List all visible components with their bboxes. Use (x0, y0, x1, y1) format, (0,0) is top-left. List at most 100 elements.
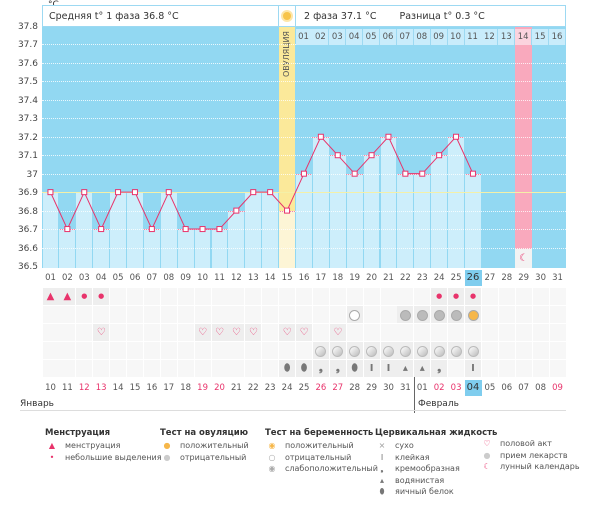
calendar-cell[interactable] (549, 360, 566, 377)
temperature-point[interactable] (284, 207, 291, 214)
calendar-cell[interactable] (346, 288, 363, 305)
date-label[interactable]: 02 (433, 383, 445, 393)
calendar-cell[interactable] (110, 360, 127, 377)
calendar-cell[interactable] (127, 342, 143, 359)
calendar-cell[interactable] (312, 306, 329, 323)
calendar-cell[interactable] (498, 324, 515, 341)
pill-icon[interactable] (346, 342, 363, 359)
calendar-cell[interactable] (312, 288, 329, 305)
calendar-cell[interactable] (498, 360, 515, 377)
temperature-point[interactable] (81, 189, 88, 196)
calendar-cell[interactable] (296, 342, 312, 359)
temperature-point[interactable] (148, 226, 155, 233)
cycle-day-label[interactable]: 01 (45, 273, 56, 283)
calendar-cell[interactable] (160, 306, 177, 323)
calendar-cell[interactable] (110, 342, 127, 359)
calendar-cell[interactable] (363, 288, 380, 305)
calendar-cell[interactable] (245, 342, 262, 359)
egg-white-icon[interactable]: ⬮ (346, 360, 363, 377)
egg-white-icon[interactable]: ⬮ (279, 360, 296, 377)
temperature-point[interactable] (385, 133, 392, 140)
cycle-day-label[interactable]: 25 (450, 273, 462, 283)
date-label[interactable]: 07 (518, 383, 530, 393)
date-label[interactable]: 12 (78, 383, 90, 393)
temperature-point[interactable] (267, 189, 274, 196)
calendar-cell[interactable] (329, 288, 346, 305)
calendar-cell[interactable] (380, 324, 397, 341)
calendar-cell[interactable] (228, 306, 245, 323)
calendar-cell[interactable] (346, 324, 363, 341)
calendar-cell[interactable] (110, 288, 127, 305)
calendar-cell[interactable] (160, 324, 177, 341)
date-label[interactable]: 19 (197, 383, 208, 393)
temperature-point[interactable] (47, 189, 54, 196)
cycle-day-label[interactable]: 16 (298, 273, 310, 283)
calendar-cell[interactable] (465, 324, 481, 341)
pregnancy-weak-icon[interactable] (414, 306, 431, 323)
date-label[interactable]: 22 (247, 383, 259, 393)
calendar-cell[interactable] (93, 360, 110, 377)
heart-icon[interactable]: ♡ (211, 324, 228, 341)
calendar-cell[interactable] (228, 360, 245, 377)
heart-icon[interactable]: ♡ (296, 324, 312, 341)
date-label[interactable]: 24 (281, 383, 293, 393)
calendar-cell[interactable] (380, 306, 397, 323)
creamy-icon[interactable]: ❟ (431, 360, 448, 377)
cycle-day-label[interactable]: 19 (349, 273, 361, 283)
calendar-cell[interactable] (532, 342, 549, 359)
cycle-day-label[interactable]: 15 (281, 273, 293, 283)
pill-icon[interactable] (397, 342, 414, 359)
temperature-point[interactable] (250, 189, 257, 196)
cycle-day-label[interactable]: 18 (332, 273, 344, 283)
calendar-cell[interactable] (42, 324, 59, 341)
calendar-cell[interactable] (59, 324, 76, 341)
calendar-cell[interactable] (143, 342, 160, 359)
date-label[interactable]: 30 (383, 383, 394, 393)
calendar-cell[interactable] (481, 342, 498, 359)
pregnancy-weak-icon[interactable] (431, 306, 448, 323)
temperature-point[interactable] (300, 170, 307, 177)
calendar-cell[interactable] (110, 306, 127, 323)
cycle-day-label[interactable]: 23 (416, 273, 428, 283)
calendar-cell[interactable] (481, 288, 498, 305)
date-label[interactable]: 28 (349, 383, 361, 393)
date-label[interactable]: 17 (163, 383, 175, 393)
pill-icon[interactable] (431, 342, 448, 359)
calendar-cell[interactable] (532, 306, 549, 323)
calendar-cell[interactable] (59, 360, 76, 377)
calendar-cell[interactable] (110, 324, 127, 341)
calendar-cell[interactable] (363, 306, 380, 323)
calendar-cell[interactable] (93, 342, 110, 359)
pill-icon[interactable] (414, 342, 431, 359)
calendar-cell[interactable] (143, 360, 160, 377)
date-label[interactable]: 03 (450, 383, 462, 393)
calendar-cell[interactable] (42, 360, 59, 377)
calendar-cell[interactable] (177, 306, 194, 323)
calendar-cell[interactable] (279, 288, 296, 305)
temperature-point[interactable] (334, 152, 341, 159)
temperature-point[interactable] (436, 152, 443, 159)
calendar-cell[interactable] (245, 306, 262, 323)
calendar-cell[interactable] (127, 324, 143, 341)
date-label[interactable]: 29 (366, 383, 377, 393)
calendar-cell[interactable] (76, 324, 93, 341)
calendar-cell[interactable] (279, 342, 296, 359)
temperature-point[interactable] (469, 170, 476, 177)
temperature-point[interactable] (165, 189, 172, 196)
calendar-cell[interactable] (279, 306, 296, 323)
calendar-cell[interactable] (143, 306, 160, 323)
cycle-day-label[interactable]: 13 (247, 273, 259, 283)
calendar-cell[interactable] (262, 342, 279, 359)
cycle-day-label[interactable]: 29 (518, 273, 530, 283)
spotting-icon[interactable]: ● (465, 288, 481, 305)
calendar-cell[interactable] (42, 342, 59, 359)
pregnancy-negative-icon[interactable] (346, 306, 363, 323)
calendar-cell[interactable] (93, 306, 110, 323)
calendar-cell[interactable] (211, 342, 228, 359)
date-label[interactable]: 23 (264, 383, 276, 393)
cycle-day-label[interactable]: 31 (552, 273, 563, 283)
cycle-day-label[interactable]: 21 (383, 273, 394, 283)
calendar-cell[interactable] (549, 324, 566, 341)
pregnancy-weak-icon[interactable] (448, 306, 465, 323)
current-date[interactable]: 04 (464, 380, 482, 396)
